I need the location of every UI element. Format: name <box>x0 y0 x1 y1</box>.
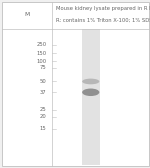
Text: Mouse kidney lysate prepared in R lysing buffer: Mouse kidney lysate prepared in R lysing… <box>56 6 150 11</box>
Text: 25: 25 <box>40 107 46 112</box>
Text: 75: 75 <box>40 66 46 70</box>
Text: 250: 250 <box>36 43 46 47</box>
Bar <box>82 29 100 165</box>
FancyBboxPatch shape <box>2 2 148 166</box>
Text: 150: 150 <box>36 51 46 56</box>
Ellipse shape <box>82 89 99 96</box>
Text: 20: 20 <box>40 114 46 119</box>
Text: R: contains 1% Triton X-100; 1% SDS; 0.5% SDC: R: contains 1% Triton X-100; 1% SDS; 0.5… <box>56 18 150 23</box>
Ellipse shape <box>82 79 99 84</box>
Text: 100: 100 <box>36 59 46 64</box>
Text: M: M <box>24 12 30 17</box>
Text: 37: 37 <box>40 90 46 95</box>
Text: 15: 15 <box>40 126 46 131</box>
Text: 50: 50 <box>40 79 46 84</box>
